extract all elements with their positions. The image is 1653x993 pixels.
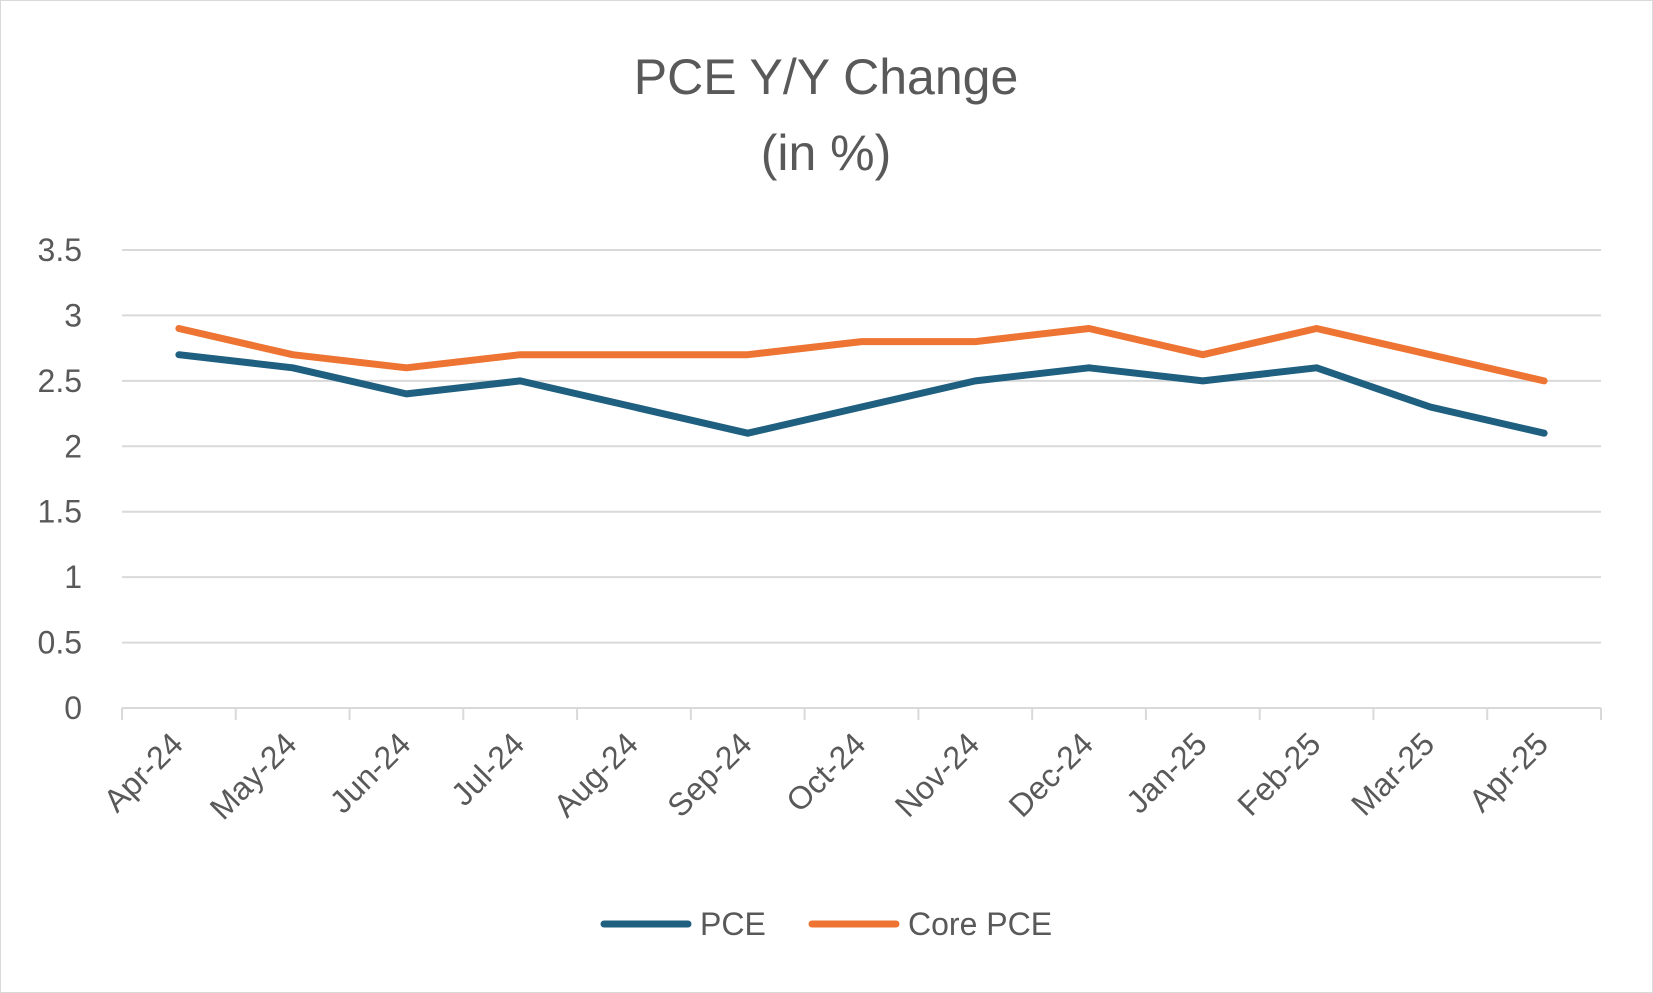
gridlines [122, 249, 1601, 644]
legend-label: PCE [700, 906, 766, 942]
y-tick-label: 3.5 [38, 232, 82, 268]
x-tick-label: Oct-24 [779, 725, 872, 818]
y-tick-label: 0.5 [38, 625, 82, 661]
chart-subtitle: (in %) [761, 125, 892, 181]
x-tick-label: Jul-24 [444, 725, 531, 812]
x-tick-label: Jan-25 [1119, 725, 1214, 820]
x-tick-label: Apr-24 [96, 725, 189, 818]
y-tick-label: 2.5 [38, 363, 82, 399]
chart-title: PCE Y/Y Change [634, 49, 1019, 105]
x-tick-label: Sep-24 [660, 725, 758, 823]
x-tick-label: May-24 [203, 725, 304, 826]
y-tick-label: 1 [64, 559, 82, 595]
x-tick-label: Apr-25 [1462, 725, 1555, 818]
x-tick-label: Nov-24 [888, 725, 986, 823]
x-tick-label: Aug-24 [546, 725, 644, 823]
y-tick-label: 2 [64, 428, 82, 464]
x-tick-label: Feb-25 [1230, 725, 1327, 822]
y-tick-label: 1.5 [38, 494, 82, 530]
x-tick-label: Jun-24 [323, 725, 418, 820]
x-tick-label: Mar-25 [1344, 725, 1441, 822]
x-axis [121, 707, 1602, 720]
y-axis-ticks: 0 0.5 1 1.5 2 2.5 3 3.5 [38, 232, 82, 726]
x-tick-label: Dec-24 [1002, 725, 1100, 823]
legend-label: Core PCE [908, 906, 1052, 942]
x-axis-ticks: Apr-24 May-24 Jun-24 Jul-24 Aug-24 Sep-24 Oct-… [96, 725, 1555, 826]
y-tick-label: 3 [64, 297, 82, 333]
y-tick-label: 0 [64, 690, 82, 726]
legend: PCE Core PCE [600, 906, 1052, 942]
series-lines [175, 325, 1548, 437]
